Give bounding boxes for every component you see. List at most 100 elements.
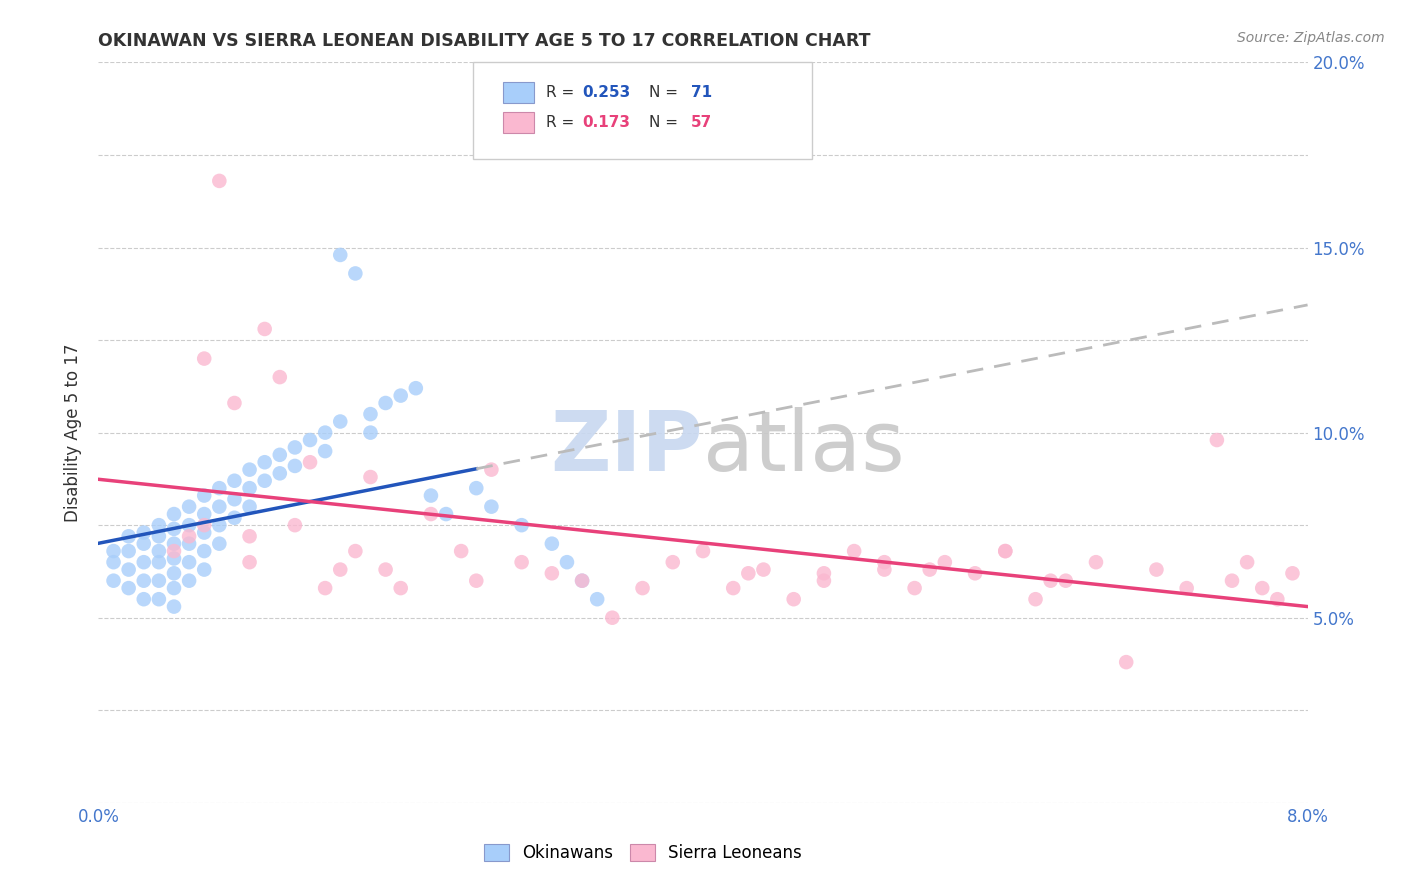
Point [571,574,593,588]
Point [1054,574,1077,588]
FancyBboxPatch shape [503,112,534,133]
Point [873,563,896,577]
Text: atlas: atlas [703,407,904,488]
Point [299,433,322,447]
Point [103,555,125,569]
Point [163,599,186,614]
Text: 0.253: 0.253 [582,86,630,100]
Point [1281,566,1303,581]
Point [510,518,533,533]
Point [420,489,443,503]
Point [540,536,562,550]
Point [239,481,262,495]
Point [314,444,336,458]
Point [1206,433,1229,447]
Point [148,592,170,607]
Point [193,544,215,558]
Text: 0.173: 0.173 [582,115,630,130]
Point [737,566,759,581]
Point [1236,555,1258,569]
Point [389,581,412,595]
Point [813,566,835,581]
Point [224,510,246,524]
Point [193,489,215,503]
Point [752,563,775,577]
FancyBboxPatch shape [474,62,811,159]
Point [208,536,231,550]
Point [253,455,276,469]
Point [179,529,201,543]
Text: 57: 57 [690,115,713,130]
Point [179,536,201,550]
Point [631,581,654,595]
Point [994,544,1017,558]
Point [163,536,186,550]
Point [224,396,246,410]
Point [481,500,503,514]
Text: ZIP: ZIP [551,407,703,488]
Point [1251,581,1274,595]
Point [994,544,1017,558]
Point [208,500,231,514]
Point [344,544,367,558]
Point [179,555,201,569]
FancyBboxPatch shape [503,82,534,103]
Point [586,592,609,607]
Point [692,544,714,558]
Point [314,425,336,440]
Point [284,458,307,473]
Point [239,555,262,569]
Point [284,518,307,533]
Point [360,407,382,421]
Point [540,566,562,581]
Point [118,563,141,577]
Point [148,518,170,533]
Point [465,574,488,588]
Text: N =: N = [648,86,682,100]
Point [374,396,396,410]
Text: R =: R = [546,115,579,130]
Point [132,574,155,588]
Point [193,525,215,540]
Point [314,581,336,595]
Point [118,529,141,543]
Point [163,507,186,521]
Point [344,267,367,281]
Text: Source: ZipAtlas.com: Source: ZipAtlas.com [1237,31,1385,45]
Point [148,529,170,543]
Point [510,555,533,569]
Point [360,470,382,484]
Text: 71: 71 [690,86,711,100]
Point [389,388,412,402]
Point [1039,574,1062,588]
Point [329,563,352,577]
Point [723,581,745,595]
Point [208,174,231,188]
Point [148,555,170,569]
Point [434,507,457,521]
Text: OKINAWAN VS SIERRA LEONEAN DISABILITY AGE 5 TO 17 CORRELATION CHART: OKINAWAN VS SIERRA LEONEAN DISABILITY AG… [98,32,870,50]
Text: N =: N = [648,115,682,130]
Point [193,351,215,366]
Point [239,500,262,514]
Point [132,525,155,540]
Point [661,555,683,569]
Point [269,448,291,462]
Point [239,462,262,476]
Point [269,467,291,481]
Point [208,518,231,533]
Point [224,474,246,488]
Point [224,492,246,507]
Point [132,592,155,607]
Point [118,581,141,595]
Point [918,563,941,577]
Point [103,544,125,558]
Point [299,455,322,469]
Point [239,529,262,543]
Point [163,544,186,558]
Point [465,481,488,495]
Point [1175,581,1198,595]
Point [329,415,352,429]
Point [555,555,578,569]
Point [132,536,155,550]
